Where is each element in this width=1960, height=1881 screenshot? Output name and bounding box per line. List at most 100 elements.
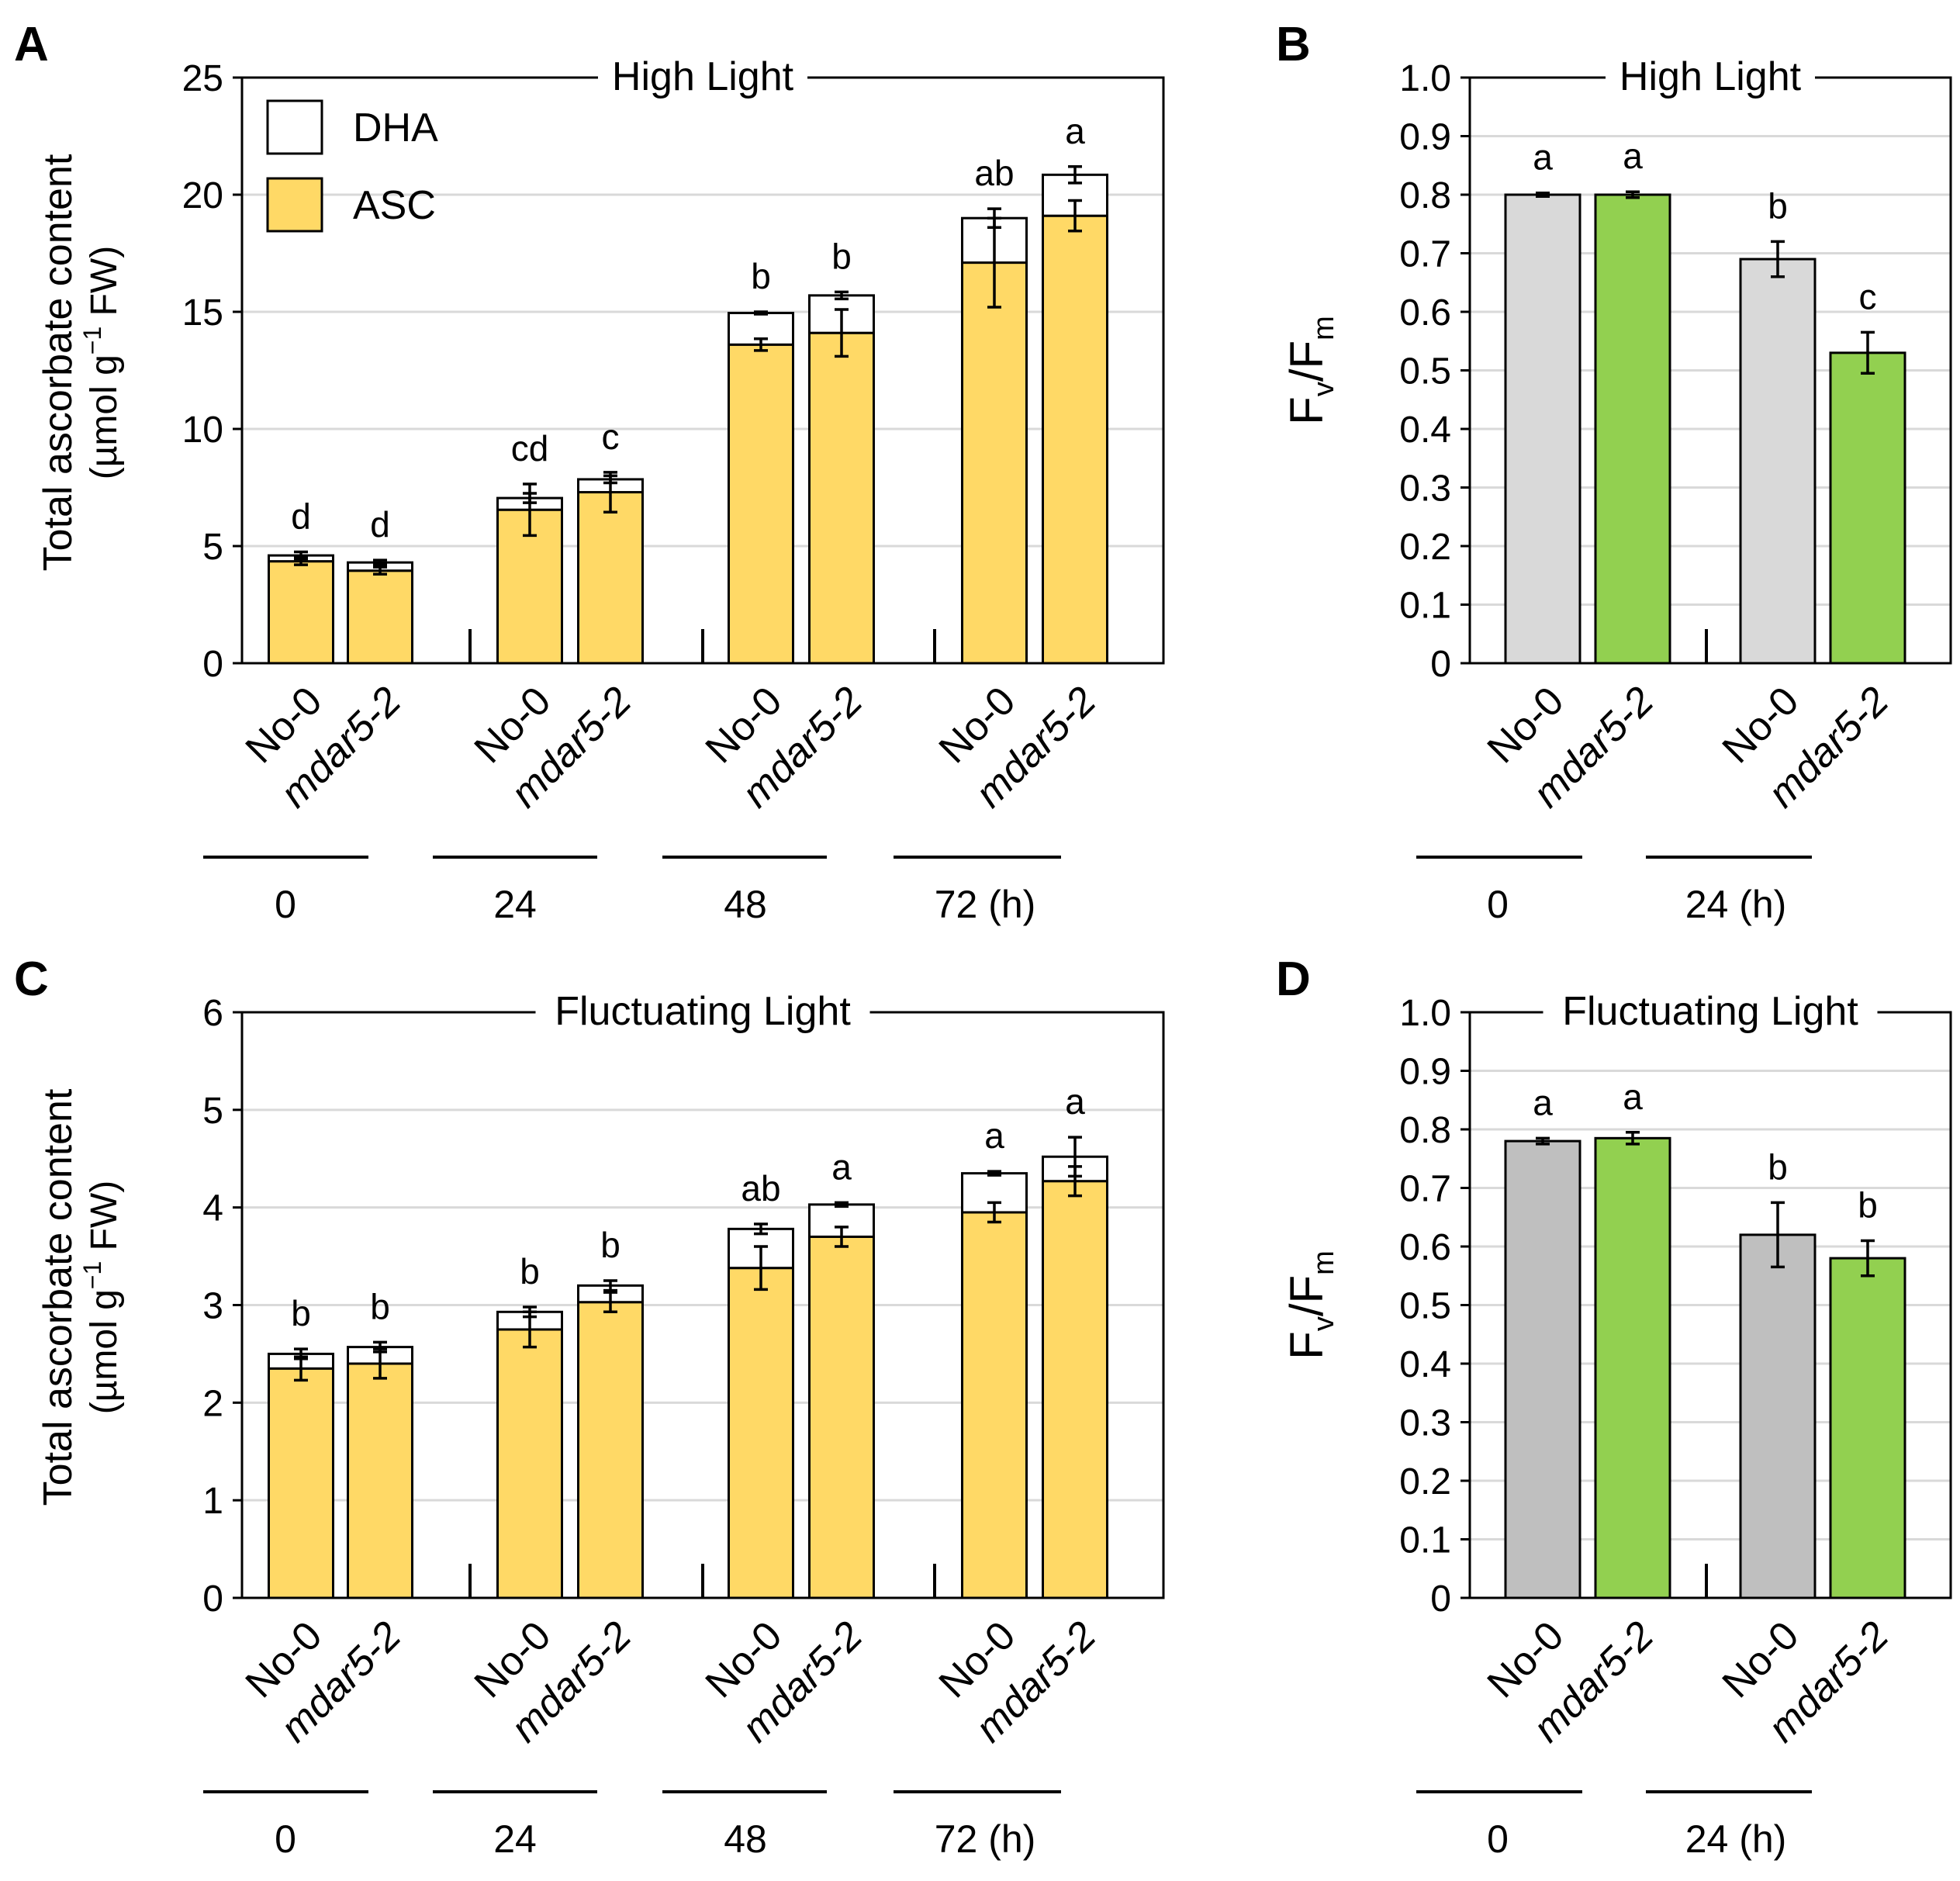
y-tick-label: 0.3 — [1399, 1403, 1451, 1444]
panel-letter-d: D — [1276, 953, 1311, 1006]
bar-asc — [1042, 1180, 1108, 1599]
legend-label-dha: DHA — [353, 105, 438, 150]
y-tick-label: 3 — [202, 1286, 223, 1327]
group-label: 0 — [1487, 883, 1509, 926]
bar-asc — [268, 560, 334, 665]
y-axis-label-visual: Fv/Fm — [1281, 316, 1340, 425]
significance-label: d — [291, 496, 311, 537]
bar-asc — [268, 1367, 334, 1599]
y-axis-label: Total ascorbate content (µmol g−1 FW) — [36, 154, 125, 571]
bar — [1504, 193, 1581, 665]
y-axis-label: Fv/Fm — [1281, 316, 1340, 425]
chart-title: High Light — [1620, 54, 1802, 99]
bar-asc — [808, 331, 875, 665]
y-tick-label: 0.1 — [1399, 586, 1451, 627]
y-tick-label: 25 — [182, 58, 223, 99]
y-tick-label: 0.6 — [1399, 292, 1451, 334]
group-label: 24 — [493, 1817, 537, 1861]
y-tick-label: 0.2 — [1399, 1461, 1451, 1502]
significance-label: b — [1768, 1146, 1788, 1187]
title-gap — [1606, 73, 1815, 82]
significance-label: a — [984, 1115, 1004, 1156]
significance-label: ab — [741, 1168, 780, 1208]
group-label: 0 — [275, 883, 296, 926]
fm-F: /F — [1281, 1275, 1333, 1316]
chart-title: High Light — [612, 54, 794, 99]
y-tick-label: 5 — [202, 1091, 223, 1132]
y-tick-label: 0 — [202, 1578, 223, 1620]
y-tick-label: 6 — [202, 993, 223, 1034]
title-gap — [598, 73, 807, 82]
y-tick-label: 0.2 — [1399, 527, 1451, 568]
significance-label: b — [1768, 185, 1788, 226]
significance-label: d — [370, 504, 390, 545]
y-tick-label: 0 — [202, 644, 223, 685]
y-axis-label-unit: (µmol g — [84, 354, 125, 479]
y-tick-label: 0.4 — [1399, 410, 1451, 451]
group-label: 48 — [724, 883, 767, 926]
bar — [1594, 193, 1671, 665]
significance-label: b — [600, 1225, 620, 1265]
significance-label: a — [1533, 1082, 1553, 1122]
bar-asc — [577, 491, 644, 665]
y-tick-label: 4 — [202, 1188, 223, 1229]
y-axis-label-line2: (µmol g−1 FW) — [78, 246, 125, 479]
y-tick-label: 0.7 — [1399, 1169, 1451, 1210]
significance-label: a — [1065, 1081, 1085, 1122]
y-tick-label: 0.5 — [1399, 1286, 1451, 1327]
bar-asc — [808, 1235, 875, 1599]
y-tick-label: 1 — [202, 1481, 223, 1522]
y-tick-label: 10 — [182, 410, 223, 451]
y-axis-label-suffix: FW) — [84, 1181, 125, 1261]
title-gap — [1543, 1008, 1878, 1017]
significance-label: c — [602, 417, 620, 457]
y-tick-label: 0.6 — [1399, 1227, 1451, 1268]
panel-d: D 0 0.1 0.2 0.3 0.4 0.5 0.6 0.7 0.8 0.9 1.0 Fluctuat… — [1276, 953, 1952, 1861]
y-tick-label: 0.8 — [1399, 1110, 1451, 1151]
y-tick-label: 15 — [182, 292, 223, 334]
y-axis-label-sup: −1 — [78, 327, 106, 354]
fv-sub: v — [1308, 1316, 1340, 1331]
legend-swatch-dha — [266, 99, 323, 155]
y-tick-label: 0.5 — [1399, 351, 1451, 392]
y-tick-label: 0.9 — [1399, 117, 1451, 158]
significance-label: b — [1858, 1184, 1878, 1225]
bar — [1739, 1233, 1817, 1599]
y-axis-label-line1: Total ascorbate content — [36, 1088, 81, 1506]
y-tick-label: 0 — [1430, 1578, 1451, 1620]
fm-F: /F — [1281, 341, 1333, 382]
y-tick-label: 0.9 — [1399, 1052, 1451, 1093]
bar — [1829, 1257, 1906, 1599]
bar-asc — [496, 1328, 563, 1599]
significance-label: a — [831, 1146, 852, 1187]
significance-label: b — [751, 256, 771, 296]
title-gap — [535, 1008, 870, 1017]
legend-swatch-asc — [266, 177, 323, 233]
significance-label: a — [1065, 111, 1085, 151]
y-tick-label: 5 — [202, 527, 223, 568]
group-label: 24 (h) — [1685, 883, 1787, 926]
panel-letter-a: A — [14, 18, 49, 71]
y-axis-label-unit: (µmol g — [84, 1289, 125, 1414]
y-tick-label: 0.8 — [1399, 175, 1451, 216]
bar — [1504, 1139, 1581, 1599]
y-axis-label-visual: Fv/Fm — [1281, 1250, 1340, 1360]
group-label: 72 (h) — [935, 1817, 1036, 1861]
bar-asc — [347, 569, 413, 665]
y-tick-label: 0.4 — [1399, 1344, 1451, 1385]
panel-letter-b: B — [1276, 18, 1311, 71]
chart-title: Fluctuating Light — [555, 989, 851, 1034]
bar-asc — [347, 1362, 413, 1599]
fm-sub: m — [1308, 316, 1340, 341]
y-tick-label: 20 — [182, 175, 223, 216]
significance-label: cd — [511, 428, 549, 469]
chart-title: Fluctuating Light — [1562, 989, 1858, 1034]
bar-asc — [961, 261, 1028, 665]
fv-F: F — [1281, 396, 1333, 425]
bar-asc — [577, 1301, 644, 1599]
y-tick-label: 0.3 — [1399, 469, 1451, 510]
legend-label-asc: ASC — [353, 183, 436, 228]
